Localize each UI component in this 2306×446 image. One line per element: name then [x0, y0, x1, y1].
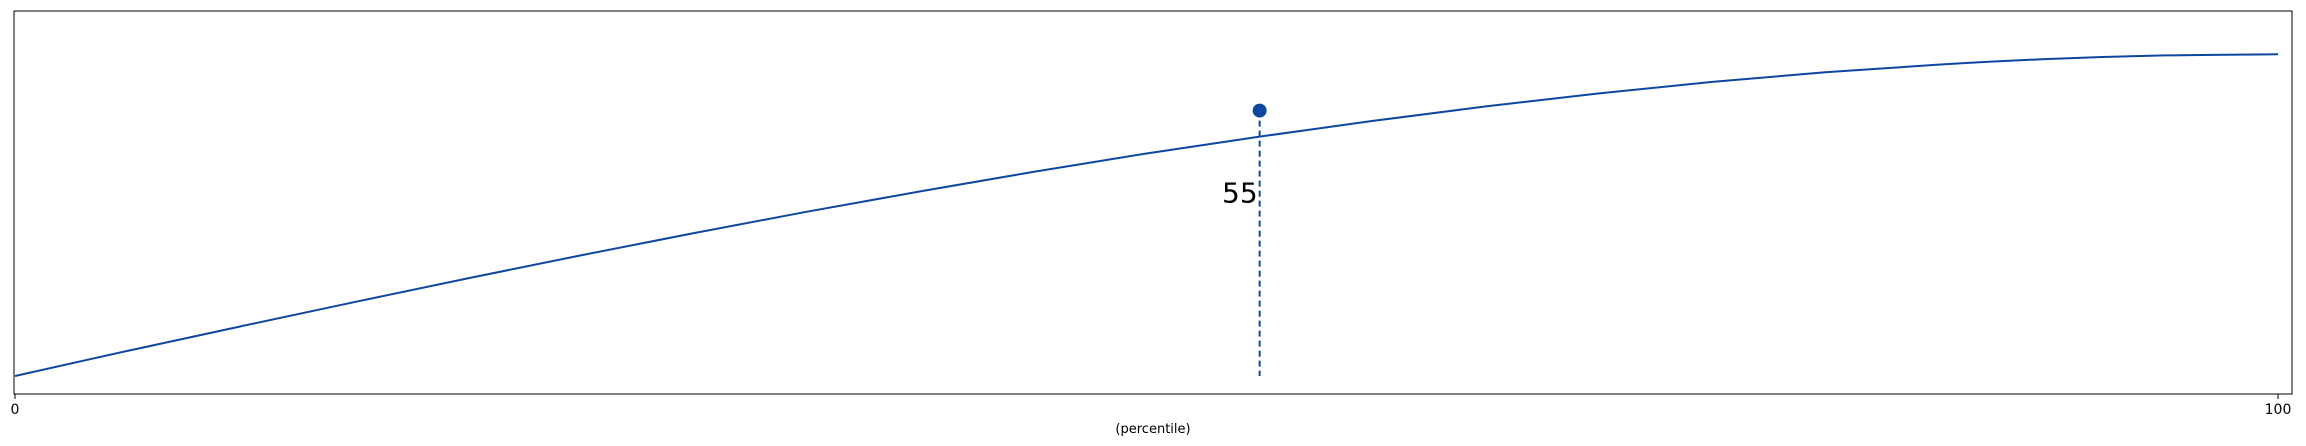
marker-label: 55	[1222, 177, 1258, 210]
x-tick-label-0: 0	[11, 402, 20, 418]
plot-area: 55	[14, 53, 2279, 377]
x-axis-label: (percentile)	[1115, 422, 1190, 437]
marker-point	[1252, 103, 1267, 118]
x-axis: 0 100	[11, 394, 2292, 418]
x-tick-label-1: 100	[2265, 402, 2292, 418]
plot-frame	[13, 10, 2293, 395]
series-line-0	[14, 53, 2279, 377]
